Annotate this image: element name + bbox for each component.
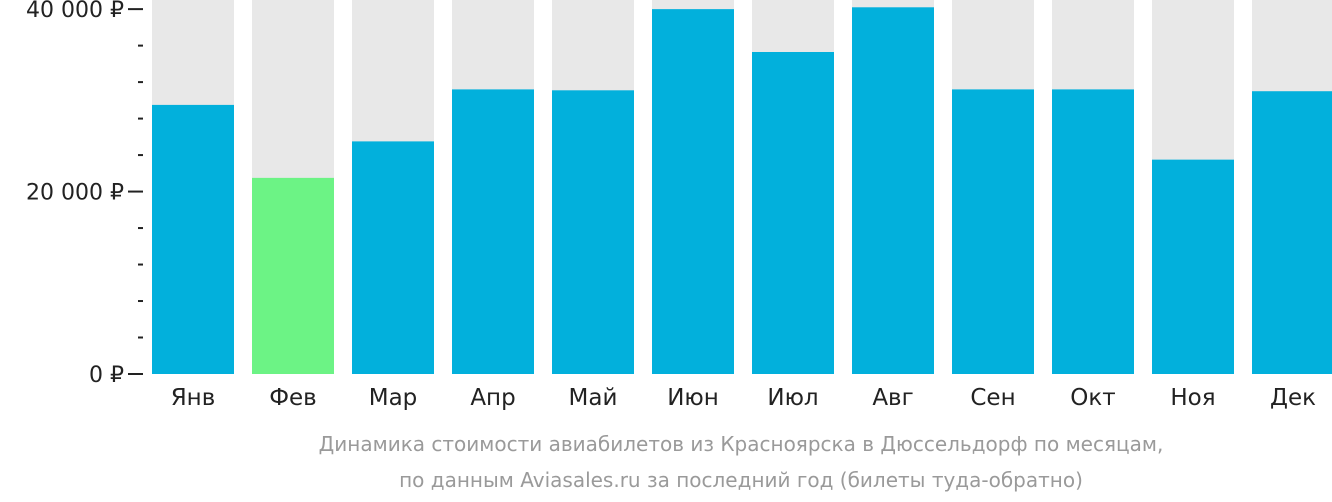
bar-11[interactable] [1152,159,1234,374]
y-tick-label-2: 20 000 ₽ [26,181,124,206]
bar-3[interactable] [352,141,434,374]
bar-7[interactable] [752,51,834,375]
x-tick-label-5: Май [569,385,618,411]
bar-10[interactable] [1052,89,1134,375]
x-tick-label-4: Апр [470,385,515,411]
x-tick-label-12: Дек [1270,385,1316,411]
bar-6[interactable] [652,9,734,375]
x-tick-label-9: Сен [970,385,1015,411]
x-tick-label-2: Фев [269,385,317,411]
y-tick-label-3: 40 000 ₽ [26,0,124,23]
bar-8[interactable] [852,7,934,375]
y-tick-label-1: 0 ₽ [89,363,124,388]
x-axis: Янв Фев Мар Апр Май Июн Июл Авг Сен Окт Ноя Дек [171,385,1316,411]
chart-caption-line-1: Динамика стоимости авиабилетов из Красно… [318,432,1164,456]
bar-chart: 0 ₽ 20 000 ₽ 40 000 ₽ Янв Фев Мар Апр Май Июн Ию… [26,0,1332,411]
chart-caption-line-2: по данным Aviasales.ru за последний год … [399,468,1083,492]
bar-2[interactable] [252,177,334,374]
x-tick-label-7: Июл [767,385,818,411]
y-axis: 0 ₽ 20 000 ₽ 40 000 ₽ [26,0,143,388]
x-tick-label-1: Янв [171,385,216,411]
bar-1[interactable] [152,104,234,374]
bar-9[interactable] [952,89,1034,375]
x-tick-label-8: Авг [872,385,913,411]
bars [152,0,1332,375]
bar-5[interactable] [552,90,634,375]
bar-4[interactable] [452,89,534,375]
x-tick-label-11: Ноя [1170,385,1215,411]
x-tick-label-3: Мар [369,385,418,411]
bar-12[interactable] [1252,91,1332,374]
x-tick-label-10: Окт [1070,385,1115,411]
x-tick-label-6: Июн [667,385,719,411]
